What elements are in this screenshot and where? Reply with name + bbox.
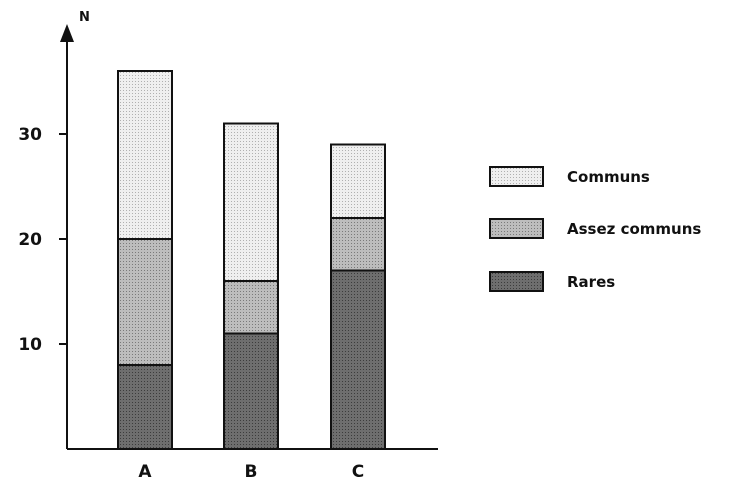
bar-A-assez-communs [117,238,173,366]
y-tick-label-20: 20 [18,230,42,250]
legend-label-assez-communs: Assez communs [567,220,701,238]
legend-swatch-communs [489,166,544,187]
legend-label-rares: Rares [567,273,615,291]
legend-swatch-rares [489,271,544,292]
bar-C-assez-communs [330,217,386,272]
legend-label-communs: Communs [567,168,650,186]
y-axis-arrow-icon [60,24,74,42]
bar-A-rares [117,364,173,450]
category-label-A: A [138,462,152,482]
bar-C-rares [330,269,386,450]
y-tick-label-30: 30 [18,125,42,145]
bar-B-communs [223,122,279,282]
bar-B-rares [223,332,279,450]
bar-C-communs [330,143,386,219]
legend-swatch-assez-communs [489,218,544,239]
y-tick-label-10: 10 [18,335,42,355]
bar-A-communs [117,70,173,240]
category-label-C: C [352,462,364,482]
y-axis-label: N [79,10,90,25]
bar-B-assez-communs [223,280,279,335]
category-label-B: B [245,462,258,482]
